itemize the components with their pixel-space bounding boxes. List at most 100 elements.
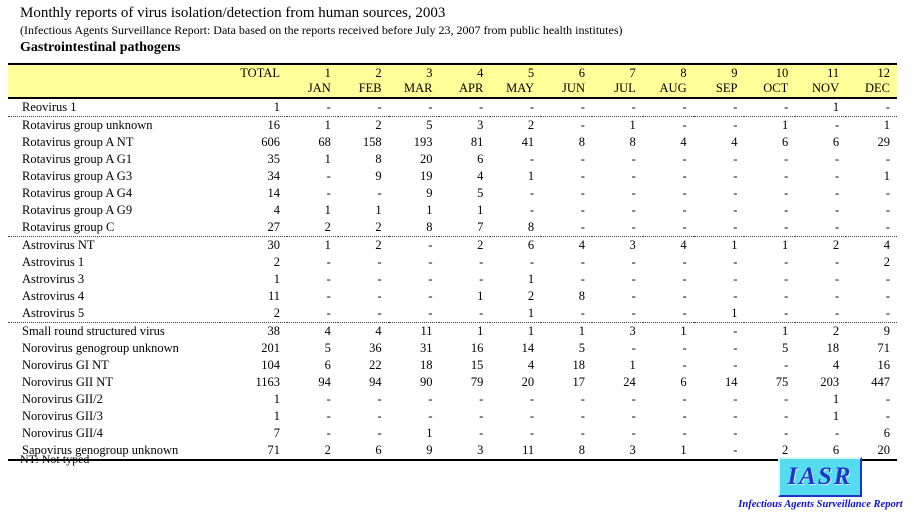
count-cell: - [784, 220, 789, 234]
count-cell: 104 [261, 358, 280, 372]
count-cell: 9 [388, 442, 440, 461]
table-row: Norovirus GII NT 1163 94 94 90 79 20 17 24 6 14 75 2… [8, 374, 897, 391]
count-cell: 3 [591, 322, 643, 340]
pathogen-name: Rotavirus group A G9 [22, 203, 133, 217]
count-cell: - [326, 272, 331, 286]
count-cell: - [326, 409, 331, 423]
count-cell: 11 [490, 442, 542, 461]
count-cell: - [733, 341, 738, 355]
count-cell: - [682, 169, 687, 183]
count-cell: - [784, 186, 789, 200]
table-body: Reovirus 1 1- - - - - - - - - -1- Rotavirus group u… [8, 98, 897, 461]
count-cell: 4 [680, 135, 687, 149]
count-cell: 1 [883, 169, 890, 183]
pathogen-name: Astrovirus 4 [22, 289, 85, 303]
pathogen-name: Norovirus GII/2 [22, 392, 103, 406]
count-cell: 20 [521, 375, 535, 389]
table-row: Small round structured virus 38 4 4 11 1 1 1 3 1-… [8, 322, 897, 340]
count-cell: 1 [744, 322, 796, 340]
table-row: Rotavirus group A G4 14 - - 9 5 - - - - - - - - [8, 185, 897, 202]
count-cell: 24 [623, 375, 636, 389]
count-cell: - [784, 255, 789, 269]
count-cell: 1 [426, 426, 433, 440]
count-cell: - [580, 255, 585, 269]
pathogen-name: Astrovirus 5 [22, 306, 85, 320]
count-cell: 7 [477, 220, 484, 234]
count-cell: 2 [337, 236, 389, 254]
count-cell: - [529, 100, 535, 114]
count-cell: - [479, 100, 484, 114]
table-row: Rotavirus group unknown 16 1 2 5 3 2-1- -1-1 [8, 116, 897, 134]
count-cell: 8 [527, 220, 535, 234]
count-cell: - [784, 358, 789, 372]
count-cell: 8 [629, 135, 636, 149]
count-cell: 1 [273, 100, 280, 114]
count-cell: 8 [578, 135, 585, 149]
count-cell: 1 [642, 322, 694, 340]
table-row: Rotavirus group A G9 4 1 1 1 1 - - - - - - - - [8, 202, 897, 219]
count-cell: - [541, 116, 592, 134]
count-cell: - [377, 426, 382, 440]
count-cell: 68 [318, 135, 331, 149]
pathogen-name: Astrovirus NT [8, 236, 220, 254]
footnote: NT: Not typed [20, 452, 90, 466]
count-cell: - [428, 255, 433, 269]
count-cell: 1 [287, 116, 338, 134]
count-cell: - [784, 409, 789, 423]
count-cell: - [631, 255, 636, 269]
count-cell: 71 [220, 442, 287, 461]
count-cell: - [784, 426, 789, 440]
count-cell: 193 [413, 135, 433, 149]
count-cell: 8 [375, 152, 382, 166]
count-cell: - [580, 169, 585, 183]
count-cell: 41 [521, 135, 535, 149]
count-cell: - [326, 186, 331, 200]
count-cell: - [733, 169, 738, 183]
table-row: Rotavirus group A G3 34 - 9 19 4 1 - - - - - - 1 [8, 168, 897, 185]
table-row: Norovirus GII/3 1 - - - - - - - - - - 1 - [8, 408, 897, 425]
count-cell: 31 [419, 341, 433, 355]
count-cell: 27 [267, 220, 281, 234]
count-cell: 1 [273, 272, 280, 286]
count-cell: - [682, 220, 687, 234]
count-cell: 7 [273, 426, 280, 440]
count-cell: - [885, 289, 890, 303]
count-cell: 1 [439, 322, 491, 340]
count-cell: 1 [477, 289, 484, 303]
count-cell: 20 [419, 152, 433, 166]
pathogen-name: Rotavirus group A G3 [22, 169, 133, 183]
count-cell: - [784, 306, 789, 320]
count-cell: - [631, 426, 636, 440]
table-head: TOTAL 1 JAN 2 FEB 3 MAR 4 APR 5 MAY 6 JUN 7 JUL 8 AUG 9 SE… [8, 63, 897, 99]
count-cell: - [733, 392, 738, 406]
table-row: Rotavirus group C 27 2 2 8 7 8 - - - - - - - [8, 219, 897, 237]
count-cell: - [784, 272, 789, 286]
count-cell: 2 [375, 220, 382, 234]
count-cell: 1 [832, 100, 840, 114]
count-cell: 16 [470, 341, 484, 355]
count-cell: 1 [846, 116, 897, 134]
count-cell: 6 [490, 236, 542, 254]
count-cell: - [693, 442, 745, 461]
count-cell: - [326, 255, 331, 269]
count-cell: 1 [731, 306, 738, 320]
count-cell: - [580, 272, 585, 286]
count-cell: 71 [877, 341, 891, 355]
count-cell: - [580, 186, 585, 200]
count-cell: 1 [629, 358, 636, 372]
count-cell: 6 [477, 152, 484, 166]
page-title: Monthly reports of virus isolation/detec… [20, 5, 446, 21]
count-cell: 1 [591, 116, 643, 134]
count-cell: 11 [388, 322, 440, 340]
count-cell: 2 [324, 220, 331, 234]
count-cell: 15 [470, 358, 484, 372]
count-cell: 90 [419, 375, 433, 389]
count-cell: 9 [375, 169, 382, 183]
count-cell: 22 [369, 358, 382, 372]
count-cell: 1 [744, 116, 796, 134]
iasr-logo[interactable]: IASR [778, 457, 862, 497]
count-cell: - [834, 289, 840, 303]
count-cell: - [834, 152, 840, 166]
count-cell: 30 [220, 236, 287, 254]
count-cell: 34 [267, 169, 281, 183]
